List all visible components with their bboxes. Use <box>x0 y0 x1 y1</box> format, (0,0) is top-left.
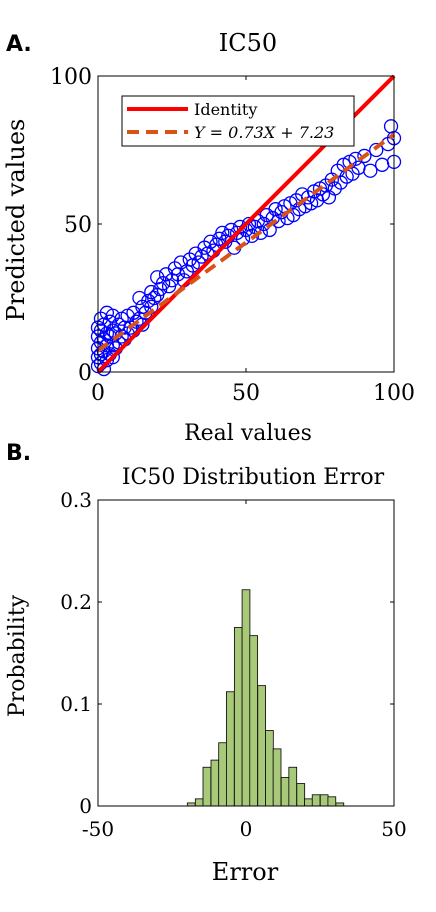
scatter-point <box>369 142 384 158</box>
histogram-bar <box>311 794 321 807</box>
scatter-point <box>105 350 120 365</box>
histogram-bar <box>319 794 329 807</box>
y-tick-label: 50 <box>64 213 92 238</box>
scatter-point <box>357 148 372 164</box>
legend-box <box>121 95 355 147</box>
y-tick-label: 0 <box>79 794 92 818</box>
panel-a-plot-area <box>90 74 402 377</box>
panel-b-xlabel: Error <box>212 858 279 886</box>
histogram-bar <box>233 627 243 807</box>
panel-a-scatter: A. IC50 Real values Predicted values 0 50… <box>2 29 415 446</box>
histogram-bar <box>296 783 306 807</box>
scatter-point <box>96 361 112 377</box>
panel-b-label: B. <box>6 441 31 466</box>
panel-b-bars <box>186 589 345 807</box>
y-tick-label: 0 <box>78 361 92 386</box>
scatter-point <box>253 225 268 241</box>
scatter-point <box>132 290 147 306</box>
x-tick-label: -50 <box>82 817 114 841</box>
histogram-bar <box>304 798 313 807</box>
panel-a-title: IC50 <box>219 29 277 57</box>
y-tick-label: 0.3 <box>60 488 92 512</box>
histogram-bar <box>288 766 298 807</box>
histogram-bar <box>257 685 267 807</box>
histogram-bar <box>280 777 290 807</box>
y-tick-label: 0.1 <box>60 692 92 716</box>
legend-identity-label: Identity <box>194 100 257 119</box>
panel-b-axes-box <box>97 499 395 807</box>
histogram-bar <box>202 766 212 807</box>
x-tick-label: 100 <box>373 381 415 406</box>
y-tick-label: 0.2 <box>60 590 92 614</box>
panel-a-axes-box <box>97 75 395 373</box>
scatter-point <box>383 119 399 134</box>
histogram-bar <box>210 759 220 807</box>
y-tick-label: 100 <box>50 65 92 90</box>
histogram-bar <box>218 742 227 807</box>
fit-line <box>96 132 396 353</box>
histogram-bar <box>194 798 204 807</box>
x-tick-label: 50 <box>381 817 406 841</box>
histogram-bar <box>327 796 337 807</box>
histogram-bar <box>272 748 282 807</box>
panel-a-legend: Identity Y = 0.73X + 7.23 <box>121 95 355 147</box>
histogram-bar <box>241 589 251 807</box>
legend-fit-label: Y = 0.73X + 7.23 <box>194 123 334 142</box>
panel-b-ylabel: Probability <box>5 594 30 717</box>
panel-b-histogram: B. IC50 Distribution Error Error Probabi… <box>5 441 407 886</box>
x-tick-label: 0 <box>91 381 105 406</box>
panel-b-title: IC50 Distribution Error <box>122 465 385 490</box>
panel-a-label: A. <box>6 32 32 57</box>
panel-a-xlabel: Real values <box>184 421 312 446</box>
scatter-point <box>271 213 286 229</box>
x-tick-label: 50 <box>232 381 260 406</box>
histogram-bar <box>265 730 274 807</box>
scatter-point <box>363 163 378 178</box>
panel-a-points <box>90 119 402 377</box>
histogram-bar <box>225 691 235 807</box>
scatter-point <box>375 157 390 172</box>
panel-a-ylabel: Predicted values <box>2 119 30 322</box>
x-tick-label: 0 <box>240 817 253 841</box>
histogram-bar <box>249 635 259 807</box>
